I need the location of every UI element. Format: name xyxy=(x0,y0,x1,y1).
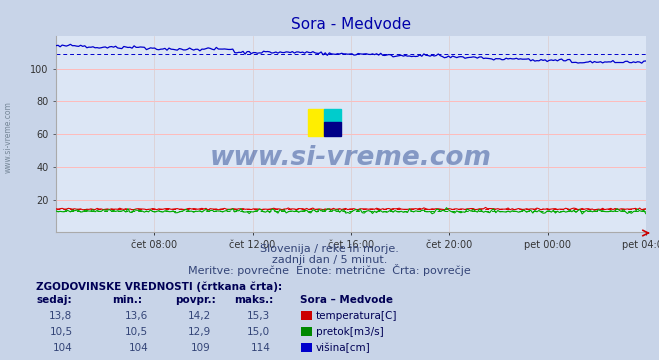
Text: 15,3: 15,3 xyxy=(247,311,270,321)
Text: www.si-vreme.com: www.si-vreme.com xyxy=(210,145,492,171)
Text: Sora – Medvode: Sora – Medvode xyxy=(300,295,393,305)
Text: zadnji dan / 5 minut.: zadnji dan / 5 minut. xyxy=(272,255,387,265)
Text: ZGODOVINSKE VREDNOSTI (črtkana črta):: ZGODOVINSKE VREDNOSTI (črtkana črta): xyxy=(36,281,282,292)
Text: min.:: min.: xyxy=(112,295,142,305)
Text: 14,2: 14,2 xyxy=(188,311,211,321)
Text: Meritve: povrečne  Enote: metrične  Črta: povrečje: Meritve: povrečne Enote: metrične Črta: … xyxy=(188,264,471,276)
Text: sedaj:: sedaj: xyxy=(36,295,72,305)
Title: Sora - Medvode: Sora - Medvode xyxy=(291,17,411,32)
Bar xyxy=(324,122,341,136)
Text: 114: 114 xyxy=(250,343,270,353)
Text: pretok[m3/s]: pretok[m3/s] xyxy=(316,327,384,337)
Text: 104: 104 xyxy=(129,343,148,353)
Text: www.si-vreme.com: www.si-vreme.com xyxy=(3,101,13,173)
Text: 104: 104 xyxy=(53,343,72,353)
Text: Slovenija / reke in morje.: Slovenija / reke in morje. xyxy=(260,244,399,254)
Text: 13,6: 13,6 xyxy=(125,311,148,321)
Text: 12,9: 12,9 xyxy=(188,327,211,337)
Text: povpr.:: povpr.: xyxy=(175,295,215,305)
Bar xyxy=(324,109,341,122)
Bar xyxy=(308,109,324,136)
Text: 10,5: 10,5 xyxy=(125,327,148,337)
Text: temperatura[C]: temperatura[C] xyxy=(316,311,397,321)
Text: 13,8: 13,8 xyxy=(49,311,72,321)
Text: 109: 109 xyxy=(191,343,211,353)
Text: maks.:: maks.: xyxy=(234,295,273,305)
Text: 10,5: 10,5 xyxy=(49,327,72,337)
Text: 15,0: 15,0 xyxy=(247,327,270,337)
Text: višina[cm]: višina[cm] xyxy=(316,342,370,353)
